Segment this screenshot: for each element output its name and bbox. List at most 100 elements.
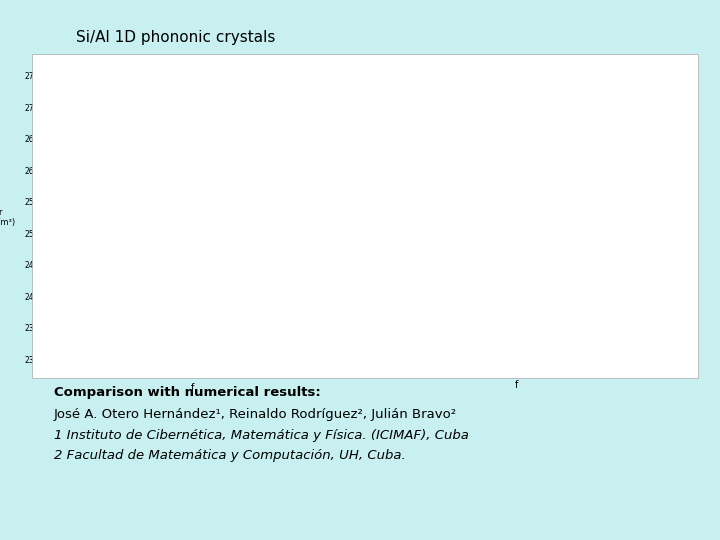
C23 [448, 331, 456, 338]
ρᵧᵧ [215, 243, 223, 249]
C66 [651, 271, 660, 277]
C11 [651, 91, 660, 98]
C44 [651, 280, 660, 287]
C55 [627, 284, 636, 291]
C44 [637, 286, 646, 292]
ρ₂₂ [305, 318, 313, 325]
C66 [390, 339, 399, 346]
C12 [426, 335, 434, 342]
Text: José A. Otero Hernández¹, Reinaldo Rodríguez², Julián Bravo²: José A. Otero Hernández¹, Reinaldo Rodrí… [54, 408, 457, 421]
C44 [448, 334, 456, 341]
Y-axis label: pₙₗ: pₙₗ [299, 213, 309, 222]
C22 [448, 183, 456, 190]
C12 [627, 265, 636, 272]
C33 [384, 191, 393, 198]
C22 [627, 114, 636, 120]
C13 [651, 276, 660, 283]
C33 [651, 82, 660, 88]
C23 [637, 251, 646, 258]
C33 [448, 181, 456, 188]
ρₓₓ [192, 224, 201, 231]
C55 [374, 340, 382, 346]
C66 [374, 340, 382, 346]
C11 [374, 191, 382, 198]
Legend: ρₓₓ, ρᵧᵧ, ρ₂₂: ρₓₓ, ρᵧᵧ, ρ₂₂ [289, 79, 328, 119]
C55 [637, 280, 646, 287]
ρₓₓ [305, 318, 313, 325]
Y-axis label: r
(kg/m³): r (kg/m³) [0, 208, 15, 227]
Line: C44: C44 [378, 284, 655, 343]
C44 [390, 340, 399, 346]
ρₓₓ [50, 104, 58, 110]
ρᵧᵧ [103, 148, 112, 155]
Text: Comparison with numerical results:: Comparison with numerical results: [54, 386, 320, 399]
C23 [651, 242, 660, 249]
C11 [390, 191, 399, 197]
C22 [384, 191, 393, 198]
C66 [627, 281, 636, 287]
ρᵧᵧ [192, 224, 201, 231]
Line: C13: C13 [378, 280, 655, 284]
C55 [448, 334, 456, 340]
C12 [448, 332, 456, 338]
C13 [637, 276, 646, 283]
C13 [384, 280, 393, 287]
ρₓₓ [103, 148, 112, 155]
ρ₂₂ [114, 158, 122, 165]
C23 [426, 335, 434, 342]
Text: 2 Facultad de Matemática y Computación, UH, Cuba.: 2 Facultad de Matemática y Computación, … [54, 449, 406, 462]
ρₓₓ [327, 337, 336, 343]
ρₓₓ [215, 243, 223, 249]
C44 [627, 289, 636, 295]
C13 [627, 277, 636, 284]
X-axis label: f: f [515, 380, 518, 390]
C23 [390, 339, 399, 346]
Line: ρ₂₂: ρ₂₂ [54, 107, 331, 340]
ρₓₓ [114, 158, 122, 165]
C55 [384, 340, 393, 346]
C33 [390, 191, 399, 197]
ρ₂₂ [215, 243, 223, 249]
C44 [426, 337, 434, 343]
C23 [374, 340, 382, 346]
Line: ρᵧᵧ: ρᵧᵧ [54, 107, 331, 340]
C13 [448, 279, 456, 286]
C13 [374, 280, 382, 287]
C13 [426, 280, 434, 286]
Line: C33: C33 [378, 85, 655, 194]
C66 [448, 333, 456, 340]
X-axis label: f: f [191, 383, 194, 393]
C23 [627, 257, 636, 264]
C44 [384, 340, 393, 346]
C11 [384, 191, 393, 198]
C12 [384, 340, 393, 346]
C33 [627, 98, 636, 105]
C66 [384, 340, 393, 346]
Line: ρₓₓ: ρₓₓ [54, 107, 331, 340]
C44 [374, 340, 382, 346]
Line: C22: C22 [378, 104, 655, 194]
ρ₂₂ [313, 325, 322, 332]
C11 [448, 182, 456, 188]
C11 [627, 106, 636, 113]
C55 [651, 274, 660, 281]
Text: Si/Al 1D phononic crystals: Si/Al 1D phononic crystals [76, 30, 275, 45]
C11 [637, 100, 646, 106]
C33 [426, 186, 434, 193]
C22 [637, 109, 646, 115]
C12 [374, 340, 382, 346]
Line: C66: C66 [378, 274, 655, 343]
C13 [390, 280, 399, 287]
C12 [637, 260, 646, 266]
ρ₂₂ [103, 148, 112, 155]
ρₓₓ [313, 325, 322, 332]
C66 [637, 277, 646, 284]
C55 [390, 339, 399, 346]
C12 [651, 252, 660, 258]
ρ₂₂ [50, 104, 58, 110]
ρᵧᵧ [114, 158, 122, 165]
C22 [390, 191, 399, 197]
ρ₂₂ [327, 337, 336, 343]
ρᵧᵧ [305, 318, 313, 325]
ρᵧᵧ [327, 337, 336, 343]
